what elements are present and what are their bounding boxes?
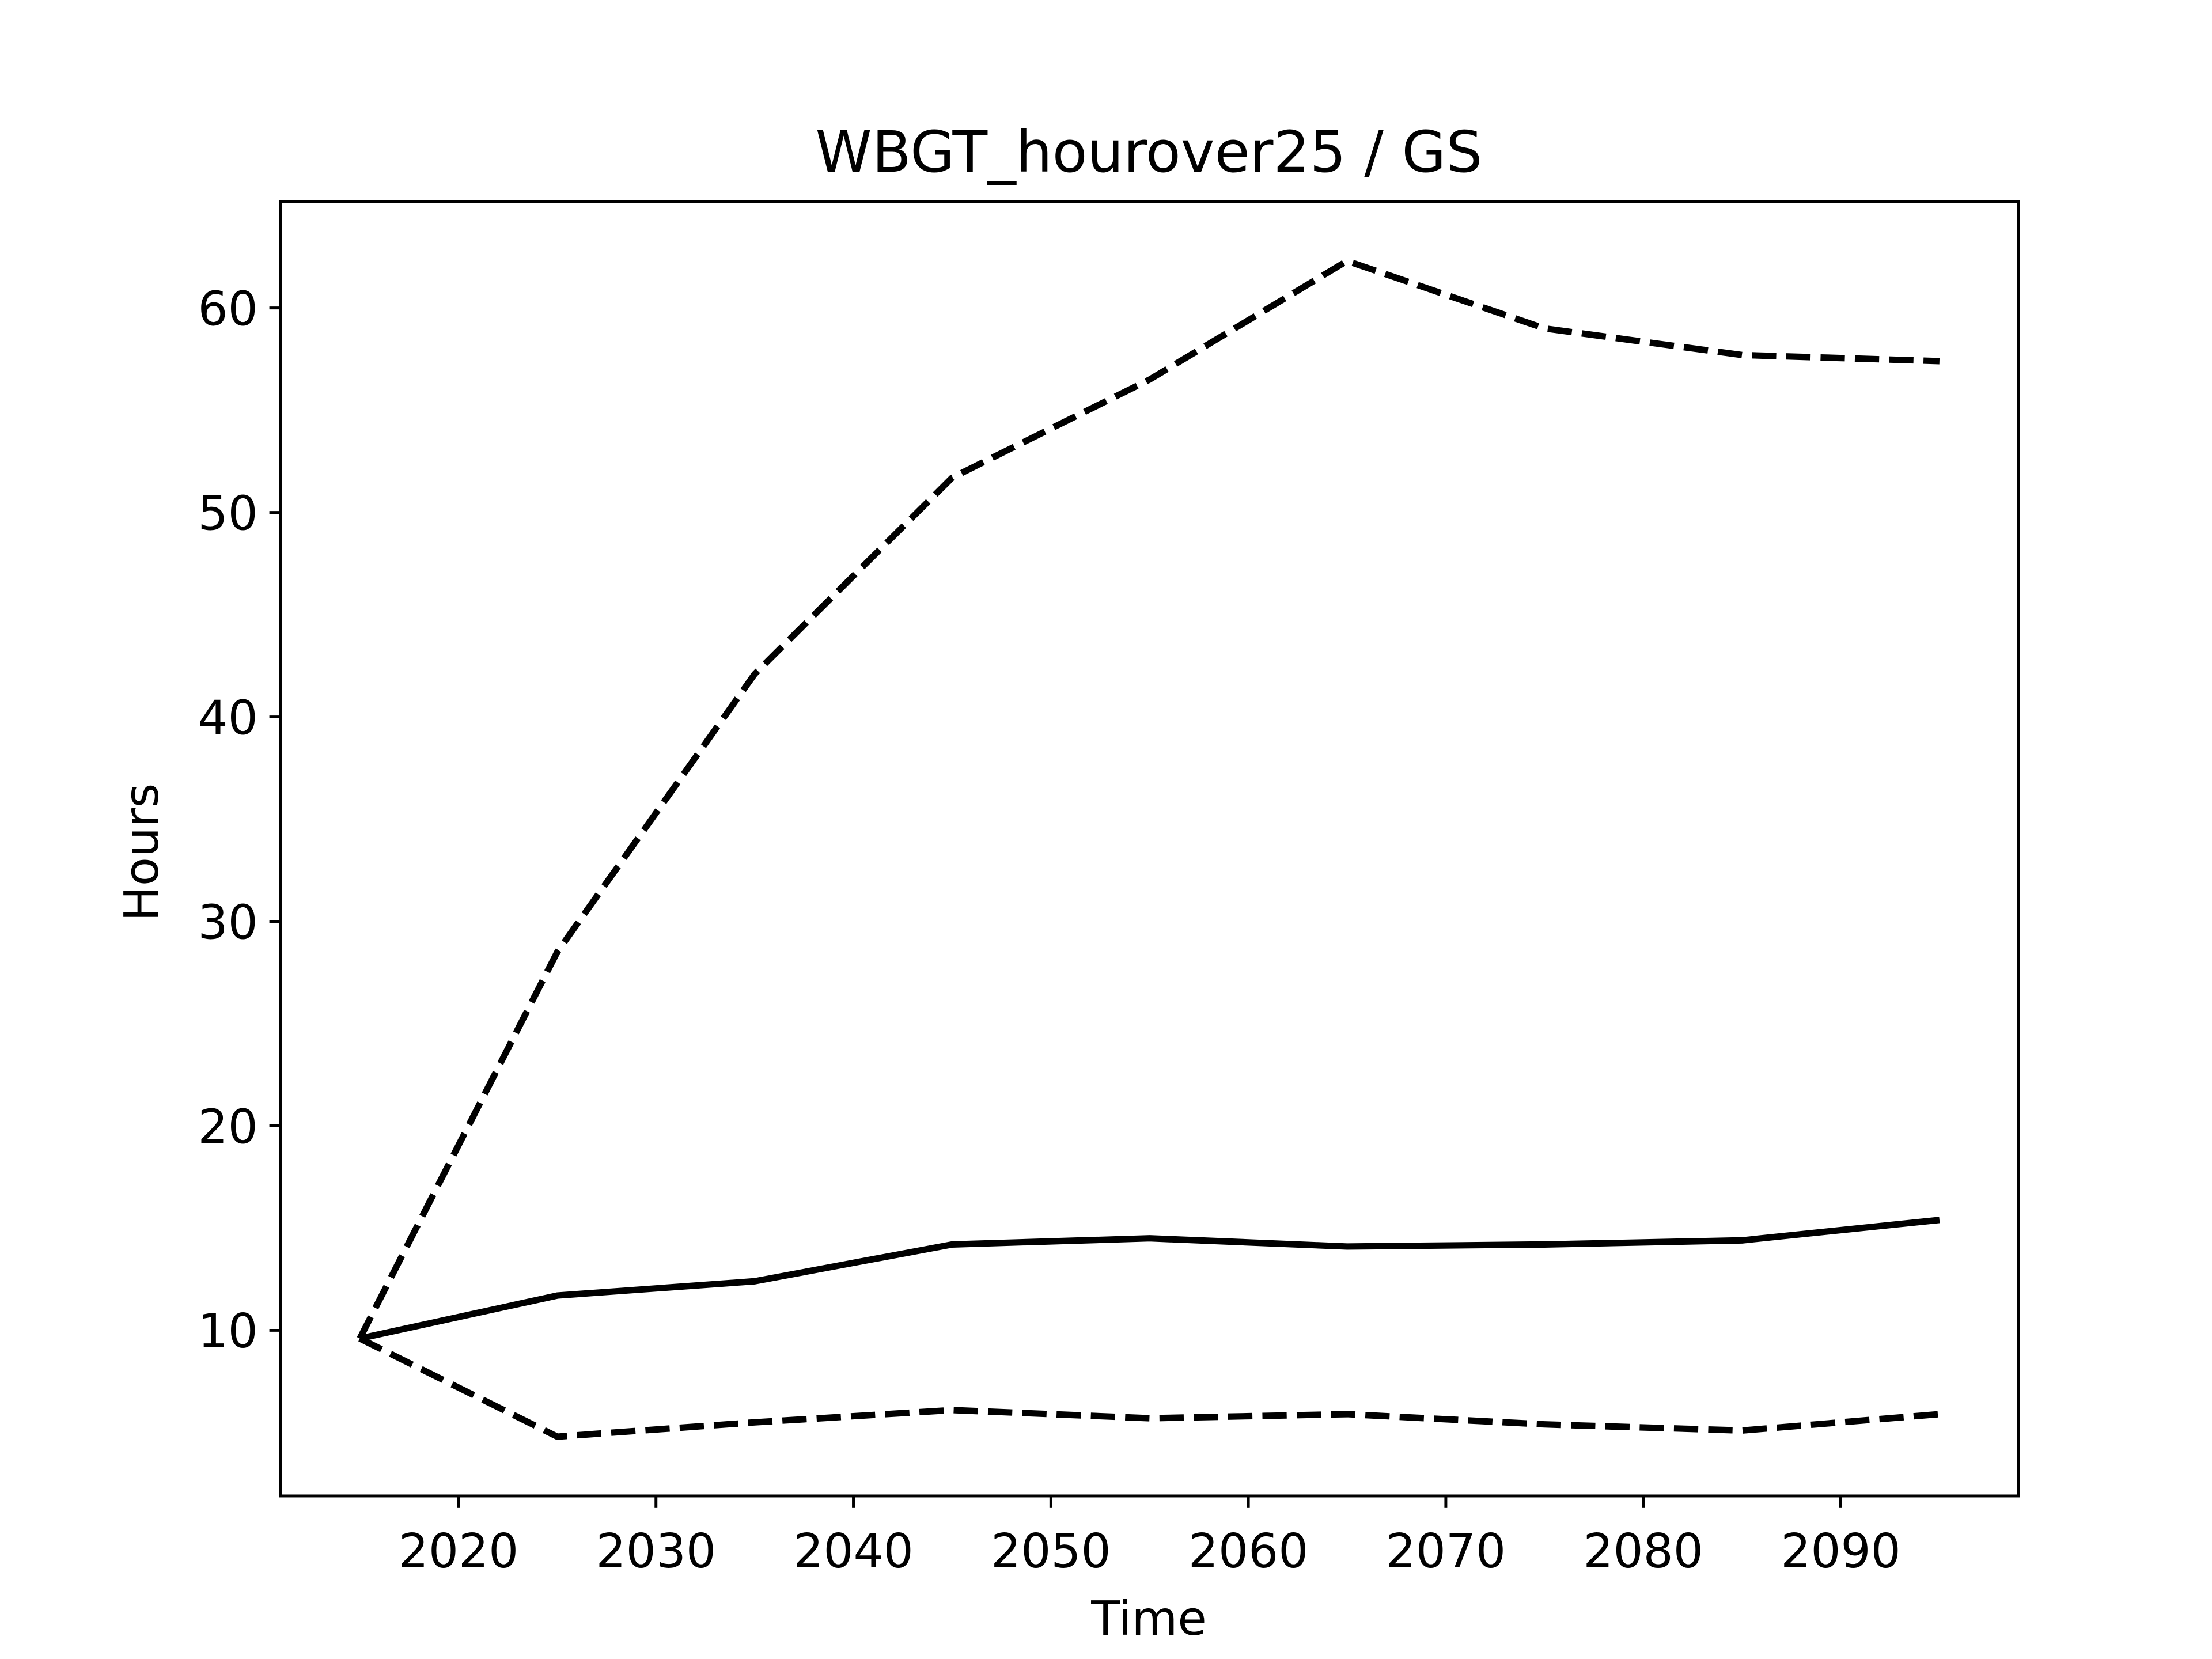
- x-tick-label: 2040: [793, 1524, 914, 1579]
- x-tick-label: 2050: [991, 1524, 1111, 1579]
- y-tick-label: 30: [198, 895, 257, 950]
- x-tick-label: 2030: [596, 1524, 716, 1579]
- data-line: [358, 1335, 1940, 1440]
- plot-frame: [279, 200, 2020, 1498]
- data-line: [359, 1217, 1940, 1342]
- x-tick-label: 2070: [1386, 1524, 1506, 1579]
- y-tick-label: 10: [198, 1304, 257, 1359]
- x-tick-label: 2060: [1188, 1524, 1309, 1579]
- y-tick-label: 60: [198, 282, 257, 336]
- y-tick-label: 40: [198, 691, 257, 745]
- x-axis-label: Time: [1090, 1592, 1206, 1646]
- y-axis-label: Hours: [115, 783, 169, 922]
- x-tick-label: 2090: [1781, 1524, 1900, 1579]
- x-tick-label: 2020: [399, 1524, 519, 1579]
- x-tick-label: 2080: [1583, 1524, 1703, 1579]
- y-tick-label: 20: [198, 1100, 257, 1154]
- y-tick-label: 50: [198, 486, 257, 541]
- data-line: [357, 257, 1940, 1340]
- chart-title: WBGT_hourover25 / GS: [816, 119, 1483, 185]
